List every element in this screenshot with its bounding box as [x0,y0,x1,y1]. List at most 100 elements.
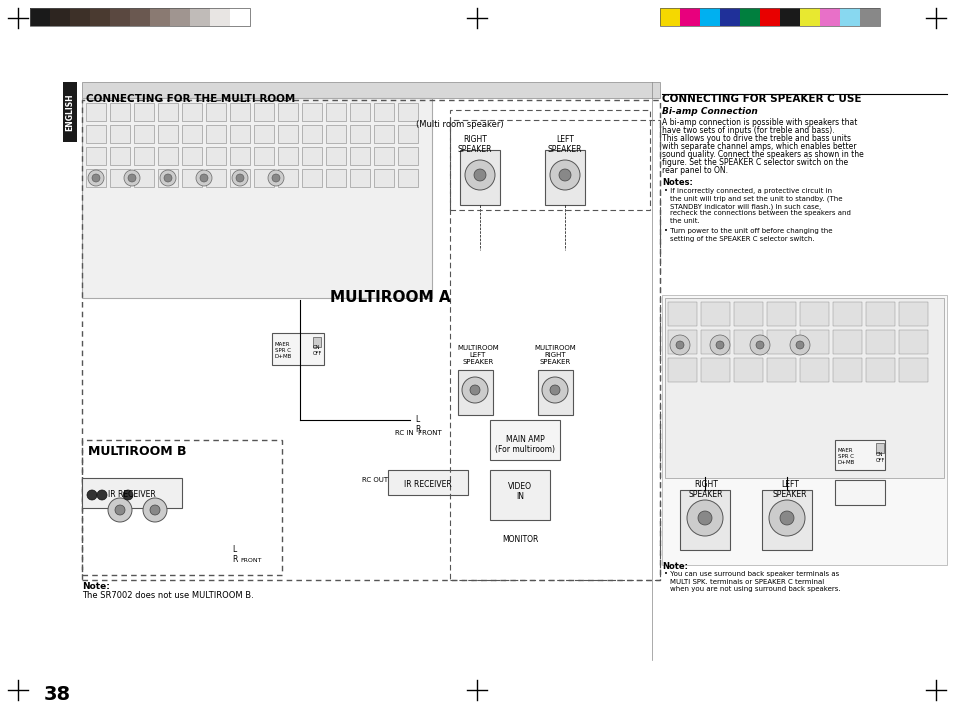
Bar [664,298,943,478]
Bar [450,120,659,580]
Bar [679,490,729,550]
Bar [800,8,820,26]
Bar [30,8,250,26]
Bar [230,147,250,165]
Bar [898,358,927,382]
Text: with separate channel amps, which enables better: with separate channel amps, which enable… [661,142,856,151]
Bar [667,330,697,354]
Circle shape [686,500,722,536]
Text: when you are not using surround back speakers.: when you are not using surround back spe… [669,586,840,592]
Text: This allows you to drive the treble and bass units: This allows you to drive the treble and … [661,134,850,143]
Bar [230,8,250,26]
Text: MULTI SPK. terminals or SPEAKER C terminal: MULTI SPK. terminals or SPEAKER C termin… [669,578,823,585]
Bar [277,169,297,187]
Bar [158,169,178,187]
Bar [302,125,322,143]
Bar [733,330,762,354]
Text: LEFT
SPEAKER: LEFT SPEAKER [547,135,581,154]
Bar [190,8,210,26]
Circle shape [474,169,485,181]
Bar [206,103,226,121]
Bar [374,103,394,121]
Text: CONNECTING FOR THE MULTI ROOM: CONNECTING FOR THE MULTI ROOM [86,94,294,104]
Bar [800,302,828,326]
Bar [667,358,697,382]
Circle shape [676,341,683,349]
Bar [733,302,762,326]
Bar [397,103,417,121]
Circle shape [164,174,172,182]
Text: Notes:: Notes: [661,178,692,187]
Text: LEFT
SPEAKER: LEFT SPEAKER [772,480,806,499]
Bar [253,169,274,187]
Bar [490,470,550,520]
Bar [272,333,324,365]
Text: recheck the connections between the speakers and: recheck the connections between the spea… [669,210,850,217]
Bar [133,169,153,187]
Circle shape [232,170,248,186]
Text: • Turn power to the unit off before changing the: • Turn power to the unit off before chan… [663,228,832,234]
Bar [86,125,106,143]
Text: RIGHT
SPEAKER: RIGHT SPEAKER [688,480,722,499]
Bar [302,169,322,187]
Bar [230,169,250,187]
Circle shape [755,341,763,349]
Bar [110,103,130,121]
Bar [840,8,859,26]
Bar [133,103,153,121]
Bar [150,8,170,26]
Bar [313,337,320,347]
Bar [182,147,202,165]
Circle shape [195,170,212,186]
Text: rear panel to ON.: rear panel to ON. [661,166,727,175]
Text: RC IN  FRONT: RC IN FRONT [395,430,441,436]
Bar [397,125,417,143]
Bar [326,147,346,165]
Circle shape [123,490,132,500]
Bar [82,478,182,508]
Bar [82,98,432,298]
Bar [761,490,811,550]
Circle shape [108,498,132,522]
Bar [374,125,394,143]
Bar [63,82,77,142]
Bar [800,330,828,354]
Bar [659,8,879,26]
Circle shape [160,170,175,186]
Bar [158,147,178,165]
Bar [832,330,862,354]
Text: ENGLISH: ENGLISH [66,93,74,131]
Bar [875,443,883,453]
Text: MULTIROOM
RIGHT
SPEAKER: MULTIROOM RIGHT SPEAKER [534,345,576,365]
Bar [253,147,274,165]
Bar [766,330,795,354]
Bar [350,125,370,143]
Bar [302,103,322,121]
Bar [182,169,202,187]
Bar [865,330,894,354]
Text: sound quality. Connect the speakers as shown in the: sound quality. Connect the speakers as s… [661,150,862,159]
Text: the unit will trip and set the unit to standby. (The: the unit will trip and set the unit to s… [669,195,841,202]
Text: The SR7002 does not use MULTIROOM B.: The SR7002 does not use MULTIROOM B. [82,591,253,600]
Bar [350,103,370,121]
Bar [457,370,493,415]
Bar [700,302,729,326]
Bar [459,150,499,205]
Bar [661,295,946,565]
Circle shape [669,335,689,355]
Text: IR RECEIVER: IR RECEIVER [108,490,155,499]
Circle shape [115,505,125,515]
Bar [720,8,740,26]
Circle shape [780,511,793,525]
Bar [859,8,879,26]
Circle shape [550,385,559,395]
Text: MAER
SPR C
D+MB: MAER SPR C D+MB [274,342,292,358]
Bar [388,470,468,495]
Bar [70,8,90,26]
Bar [326,169,346,187]
Bar [110,147,130,165]
Text: ON
OFF: ON OFF [313,345,322,356]
Bar [253,125,274,143]
Circle shape [272,174,280,182]
Text: MAER
SPR C
D+MB: MAER SPR C D+MB [837,448,854,464]
